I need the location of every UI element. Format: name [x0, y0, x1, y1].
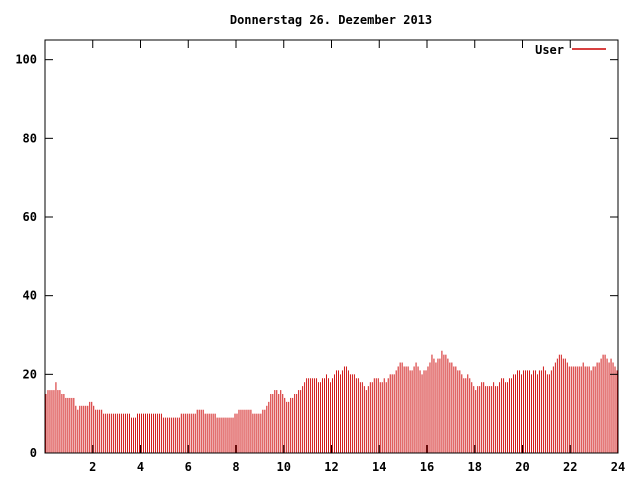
x-tick-label: 20: [515, 460, 529, 474]
x-tick-label: 6: [185, 460, 192, 474]
x-tick-label: 10: [277, 460, 291, 474]
axis-ticks: [45, 40, 618, 453]
y-tick-label: 60: [23, 210, 37, 224]
x-tick-label: 24: [611, 460, 625, 474]
x-tick-label: 8: [232, 460, 239, 474]
y-tick-label: 100: [15, 53, 37, 67]
legend-label-user: User: [535, 43, 564, 57]
x-tick-label: 22: [563, 460, 577, 474]
legend: User: [535, 43, 606, 57]
chart-title: Donnerstag 26. Dezember 2013: [230, 13, 432, 27]
x-tick-label: 18: [468, 460, 482, 474]
y-tick-label: 40: [23, 289, 37, 303]
x-tick-label: 14: [372, 460, 386, 474]
x-tick-label: 2: [89, 460, 96, 474]
y-tick-label: 20: [23, 367, 37, 381]
x-tick-label: 16: [420, 460, 434, 474]
x-tick-label: 12: [324, 460, 338, 474]
bar-series-user: [45, 350, 618, 453]
x-tick-label: 4: [137, 460, 144, 474]
y-tick-label: 80: [23, 131, 37, 145]
y-tick-label: 0: [30, 446, 37, 460]
